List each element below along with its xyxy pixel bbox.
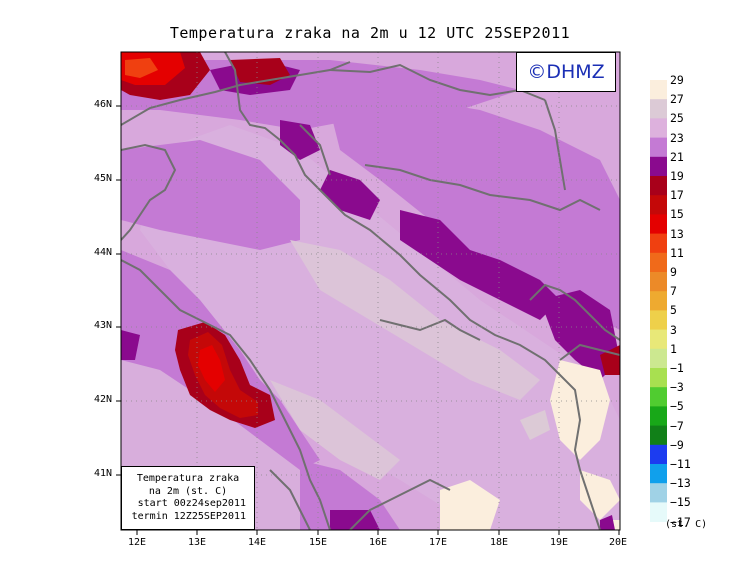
legend-swatch-light-blue — [650, 483, 667, 503]
legend-swatch-blue — [650, 444, 667, 465]
lat-label-43n: 43N — [94, 320, 113, 331]
legend-label: −11 — [670, 457, 691, 471]
legend-label: 3 — [670, 322, 677, 337]
legend-label: −3 — [670, 380, 684, 395]
legend-label: 25 — [670, 111, 684, 126]
legend-label: 29 — [670, 73, 684, 87]
lat-label-46n: 46N — [94, 99, 113, 110]
lon-label-13e: 13E — [188, 537, 207, 548]
info-line-4: termin 12Z25SEP2011 — [131, 510, 246, 522]
legend-label: 1 — [670, 341, 677, 356]
legend-label: 27 — [670, 92, 684, 107]
lat-label-45n: 45N — [94, 173, 113, 184]
legend-label: −7 — [670, 418, 684, 433]
lon-label-19e: 19E — [550, 537, 569, 548]
dhmz-watermark: ©DHMZ — [516, 52, 616, 92]
legend-swatch-amber — [650, 291, 667, 311]
legend-label: 21 — [670, 149, 684, 164]
legend-swatch-dark-red — [650, 176, 667, 196]
legend-label: 5 — [670, 303, 677, 318]
graticule — [121, 52, 620, 530]
map-title: Temperatura zraka na 2m u 12 UTC 25SEP20… — [169, 24, 571, 42]
lon-label-18e: 18E — [490, 537, 509, 548]
legend-swatch-red — [650, 195, 667, 215]
lat-label-42n: 42N — [94, 394, 113, 405]
info-line-3: start 00z24sep2011 — [137, 498, 246, 509]
coastlines — [121, 52, 620, 530]
lon-label-17e: 17E — [429, 537, 448, 548]
legend-swatch-green — [650, 387, 667, 407]
info-line-2: na 2m (st. C) — [148, 485, 228, 497]
lat-label-44n: 44N — [94, 247, 113, 258]
legend-swatch-cream — [650, 80, 667, 100]
legend-label: 19 — [670, 169, 684, 183]
lon-label-15e: 15E — [309, 537, 328, 548]
legend-swatch-light-purple — [650, 137, 667, 158]
legend-label: −5 — [670, 399, 684, 414]
legend-label: 17 — [670, 188, 684, 203]
legend-swatch-pale-cyan — [650, 502, 667, 522]
legend-swatch-dark-green — [650, 425, 667, 446]
legend-colorbar — [650, 80, 667, 522]
legend-swatch-bright-red — [650, 214, 667, 234]
field-layer — [121, 52, 620, 530]
lon-label-12e: 12E — [128, 537, 147, 548]
legend-label: 23 — [670, 130, 684, 145]
lat-label-41n: 41N — [94, 468, 113, 479]
info-line-1: Temperatura zraka — [136, 473, 240, 484]
legend-swatch-purple — [650, 156, 667, 177]
legend-swatch-lime — [650, 368, 667, 388]
legend-swatch-yellow — [650, 310, 667, 330]
legend-label: −15 — [670, 495, 691, 510]
legend-label: −13 — [670, 476, 691, 491]
map-frame — [120, 51, 621, 531]
legend-label: 7 — [670, 284, 677, 299]
legend-swatch-orange-light — [650, 272, 667, 292]
legend-label: 15 — [670, 207, 684, 222]
info-box: Temperatura zraka na 2m (st. C) start 00… — [121, 466, 255, 530]
legend-label: −17 — [670, 514, 691, 529]
lon-label-20e: 20E — [609, 537, 628, 548]
legend-swatch-light-pink — [650, 99, 667, 119]
legend-swatch-sky-blue — [650, 464, 667, 484]
legend-label: −1 — [670, 361, 684, 375]
legend-swatch-mid-green — [650, 406, 667, 426]
axis-ticks — [116, 105, 620, 535]
legend-label: 13 — [670, 226, 684, 241]
legend-label: 9 — [670, 265, 677, 279]
legend-swatch-orange — [650, 252, 667, 273]
legend-swatch-pink — [650, 118, 667, 138]
legend-unit: (st. C) — [665, 519, 708, 530]
legend-swatch-light-yellow — [650, 329, 667, 350]
lon-label-16e: 16E — [369, 537, 388, 548]
legend-swatch-pale-green — [650, 348, 667, 369]
legend-label: −9 — [670, 437, 684, 452]
lon-label-14e: 14E — [248, 537, 267, 548]
legend-label: 11 — [670, 245, 684, 260]
legend-swatch-orange-red — [650, 233, 667, 254]
